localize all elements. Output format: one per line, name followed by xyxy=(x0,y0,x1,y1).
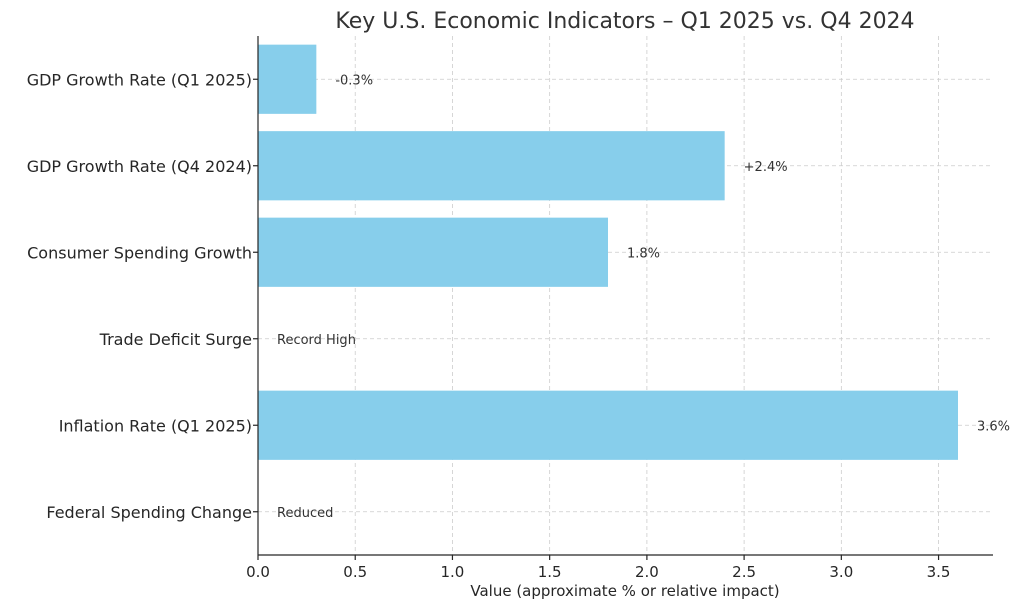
bars xyxy=(258,44,958,460)
x-tick-labels: 0.0 0.5 1.0 1.5 2.0 2.5 3.0 3.5 xyxy=(246,555,950,581)
x-axis-label: Value (approximate % or relative impact) xyxy=(470,582,779,600)
x-tick-label: 1.0 xyxy=(441,563,465,581)
y-tick-label: GDP Growth Rate (Q1 2025) xyxy=(27,70,252,89)
chart-title: Key U.S. Economic Indicators – Q1 2025 v… xyxy=(335,9,914,34)
y-tick-label: Federal Spending Change xyxy=(46,503,252,522)
bar xyxy=(258,131,725,201)
grid-lines xyxy=(258,36,993,555)
data-label: Record High xyxy=(277,333,356,348)
data-label: Reduced xyxy=(277,506,333,521)
data-labels: -0.3% +2.4% 1.8% Record High 3.6% Reduced xyxy=(277,73,1010,521)
data-label: 3.6% xyxy=(977,419,1010,434)
x-tick-label: 3.5 xyxy=(927,563,951,581)
data-label: -0.3% xyxy=(335,73,373,88)
x-tick-label: 2.0 xyxy=(635,563,659,581)
data-label: +2.4% xyxy=(744,160,788,175)
x-tick-label: 2.5 xyxy=(732,563,756,581)
y-tick-label: GDP Growth Rate (Q4 2024) xyxy=(27,157,252,176)
data-label: 1.8% xyxy=(627,246,660,261)
y-tick-label: Trade Deficit Surge xyxy=(99,330,252,349)
x-tick-label: 3.0 xyxy=(829,563,853,581)
y-tick-labels: GDP Growth Rate (Q1 2025) GDP Growth Rate… xyxy=(27,70,258,522)
bar xyxy=(258,390,958,460)
bar xyxy=(258,217,608,287)
x-tick-label: 0.0 xyxy=(246,563,270,581)
x-tick-label: 1.5 xyxy=(538,563,562,581)
x-tick-label: 0.5 xyxy=(343,563,367,581)
y-tick-label: Inflation Rate (Q1 2025) xyxy=(59,416,252,435)
bar xyxy=(258,44,317,114)
y-tick-label: Consumer Spending Growth xyxy=(27,243,252,262)
